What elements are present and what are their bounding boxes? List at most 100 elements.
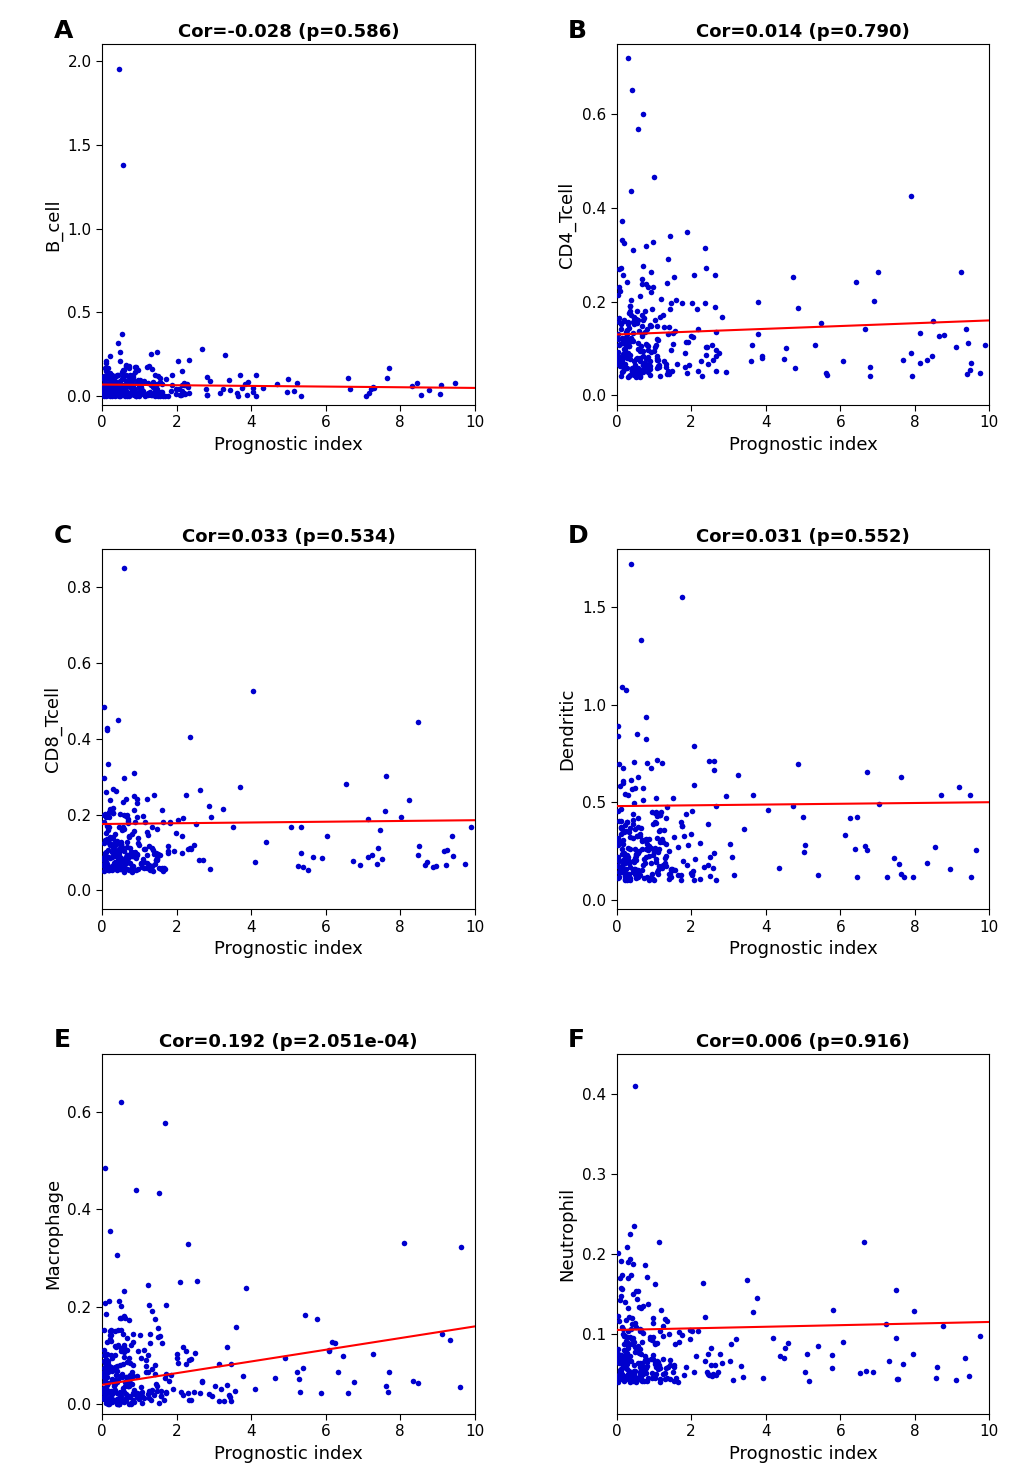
- Point: [634, 323, 650, 346]
- Point: [97, 371, 113, 395]
- Point: [148, 383, 164, 407]
- Point: [97, 841, 113, 865]
- Point: [126, 840, 143, 863]
- Point: [655, 315, 672, 339]
- Point: [133, 1385, 150, 1408]
- Point: [692, 349, 708, 373]
- X-axis label: Prognostic index: Prognostic index: [214, 436, 363, 454]
- Point: [147, 1354, 163, 1377]
- Point: [141, 1382, 157, 1405]
- Point: [169, 1351, 185, 1374]
- Point: [677, 330, 693, 354]
- Point: [114, 835, 130, 859]
- Point: [238, 383, 255, 407]
- Point: [199, 365, 215, 389]
- Point: [697, 1305, 713, 1329]
- Point: [107, 1389, 123, 1413]
- Point: [321, 1337, 337, 1361]
- Point: [947, 336, 963, 359]
- Point: [619, 1352, 635, 1376]
- Point: [96, 1318, 112, 1342]
- Point: [614, 851, 631, 875]
- Point: [637, 706, 653, 729]
- X-axis label: Prognostic index: Prognostic index: [728, 1445, 876, 1463]
- Point: [638, 348, 654, 371]
- Point: [636, 299, 652, 323]
- Point: [610, 850, 627, 873]
- Point: [122, 376, 139, 399]
- Point: [651, 831, 667, 854]
- Point: [619, 323, 635, 346]
- Point: [613, 860, 630, 884]
- Point: [635, 354, 651, 377]
- Point: [118, 354, 135, 377]
- Point: [616, 1354, 633, 1377]
- Point: [634, 788, 650, 812]
- Point: [637, 846, 653, 869]
- Point: [647, 1355, 663, 1379]
- Point: [643, 1361, 659, 1385]
- Point: [770, 856, 787, 879]
- Point: [786, 356, 802, 380]
- Point: [228, 382, 245, 405]
- Point: [639, 361, 655, 384]
- Point: [713, 1352, 730, 1376]
- Point: [817, 361, 834, 384]
- Point: [176, 373, 193, 396]
- Point: [942, 857, 958, 881]
- Point: [120, 809, 137, 832]
- Point: [631, 1354, 647, 1377]
- Point: [725, 1368, 741, 1392]
- Point: [641, 358, 657, 382]
- Point: [157, 1363, 173, 1386]
- Point: [632, 334, 648, 358]
- Point: [615, 850, 632, 873]
- Point: [119, 1374, 136, 1398]
- Point: [639, 345, 655, 368]
- Point: [116, 1279, 132, 1302]
- Point: [623, 1349, 639, 1373]
- Point: [109, 851, 125, 875]
- Point: [108, 1389, 124, 1413]
- Point: [659, 1355, 676, 1379]
- Point: [623, 1327, 639, 1351]
- Point: [614, 859, 631, 882]
- Point: [642, 280, 658, 303]
- Point: [649, 1357, 665, 1380]
- Point: [620, 364, 636, 387]
- Point: [115, 380, 131, 404]
- Point: [764, 1326, 781, 1349]
- Point: [957, 317, 973, 340]
- Point: [113, 1388, 129, 1411]
- Point: [97, 382, 113, 405]
- Point: [622, 364, 638, 387]
- Point: [152, 384, 168, 408]
- Point: [626, 1363, 642, 1386]
- Point: [696, 236, 712, 259]
- Point: [113, 1385, 129, 1408]
- Point: [633, 1367, 649, 1391]
- Point: [672, 868, 688, 891]
- Point: [616, 1349, 633, 1373]
- Point: [138, 384, 154, 408]
- Point: [128, 1364, 145, 1388]
- Point: [103, 1355, 119, 1379]
- Point: [971, 1324, 987, 1348]
- Point: [118, 831, 135, 854]
- Point: [627, 859, 643, 882]
- Point: [147, 1307, 163, 1330]
- Point: [654, 303, 671, 327]
- Point: [107, 382, 123, 405]
- Point: [638, 318, 654, 342]
- Point: [671, 1330, 687, 1354]
- Point: [637, 352, 653, 376]
- Point: [123, 382, 140, 405]
- Point: [192, 778, 208, 801]
- Point: [632, 1318, 648, 1342]
- Point: [856, 835, 872, 859]
- Point: [650, 1354, 666, 1377]
- Point: [410, 843, 426, 866]
- Point: [621, 851, 637, 875]
- Point: [637, 234, 653, 258]
- Point: [634, 1330, 650, 1354]
